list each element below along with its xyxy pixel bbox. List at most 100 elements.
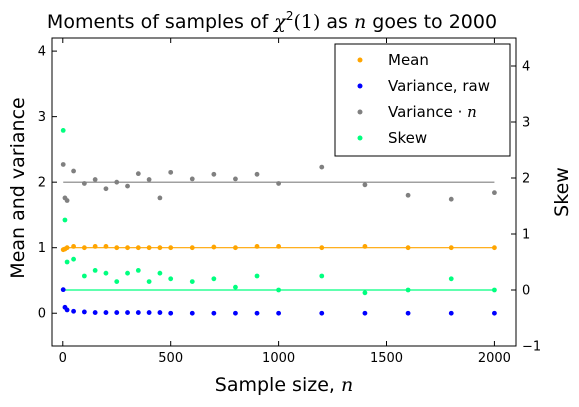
legend-label-variance-n: Variance · n [388,103,477,121]
point-variance-n [60,162,66,167]
point-variance-raw [276,310,282,316]
point-mean [103,243,109,249]
title-chi-arg: (1) [293,11,320,33]
y2-tick-label: 2 [522,172,530,187]
point-mean [157,245,163,251]
point-skew [146,279,152,284]
y2-tick-label: 4 [522,60,530,75]
point-skew [233,284,238,290]
legend-variance-n-base: Variance [388,103,458,121]
point-mean [211,244,217,250]
point-variance-raw [146,310,152,315]
point-skew [492,287,497,293]
point-mean [319,245,325,251]
point-skew [92,268,98,273]
point-variance-raw [125,310,130,315]
point-mean [146,245,152,251]
point-mean [233,245,238,251]
point-skew [114,279,120,284]
x-axis-label: Sample size, n [215,374,353,396]
legend-label-skew: Skew [388,129,427,147]
y-tick-label: 2 [38,176,46,191]
point-variance-n [448,196,454,202]
title-middle: as [320,11,354,33]
y2-tick-label: 1 [522,228,530,243]
chart-title: Moments of samples of χ2(1) as n goes to… [47,9,497,33]
point-variance-raw [64,307,70,313]
point-skew [448,276,454,282]
point-variance-n [211,171,217,177]
point-variance-n [319,164,325,170]
title-chi-sup: 2 [286,9,294,23]
legend: Mean Variance, raw Variance · n Skew [334,43,511,157]
title-suffix: goes to 2000 [366,11,497,33]
point-skew [71,256,76,262]
point-skew [103,270,109,276]
point-mean [114,245,120,251]
title-prefix: Moments of samples of [47,11,274,33]
point-variance-raw [71,308,76,314]
point-mean [362,243,368,249]
point-skew [211,276,217,282]
legend-marker-variance-n [357,109,363,115]
x-axis-label-var: n [341,374,353,396]
data-points [60,127,497,316]
point-variance-raw [168,310,174,316]
point-variance-n [254,171,260,177]
x-tick-label: 2000 [478,351,511,366]
title-chi: χ [272,11,287,33]
point-variance-raw [492,310,497,316]
point-skew [189,279,195,284]
point-variance-n [81,181,87,186]
point-skew [405,287,411,293]
point-variance-n [405,192,411,198]
point-variance-raw [81,309,87,315]
axis-ticks: 0 500 1000 1500 2000 0 1 2 3 4 −1 0 1 2 3 4 [38,38,541,366]
x-axis-label-text: Sample size, [215,374,341,396]
point-mean [125,245,130,251]
x-tick-label: 1000 [262,351,295,366]
point-variance-raw [114,310,120,315]
point-variance-raw [448,310,454,316]
point-variance-raw [92,310,98,315]
legend-label-mean: Mean [388,51,429,69]
point-variance-n [92,177,98,182]
legend-marker-mean [357,57,363,63]
point-variance-n [276,181,282,186]
y2-tick-label: 0 [522,284,530,299]
legend-label-variance-raw: Variance, raw [388,77,490,95]
title-n: n [354,11,366,33]
legend-marker-variance-raw [357,83,363,89]
point-variance-n [362,182,368,188]
point-variance-raw [319,310,325,316]
point-variance-raw [60,287,66,293]
y2-tick-label: −1 [522,340,541,355]
x-tick-label: 0 [59,351,67,366]
point-variance-raw [362,310,368,316]
y-tick-label: 1 [38,241,46,256]
point-mean [92,243,98,249]
point-mean [492,245,497,251]
y-axis-label: Mean and variance [7,97,29,278]
point-variance-raw [189,310,195,316]
point-mean [189,245,195,251]
point-mean [81,245,87,251]
legend-box [334,43,511,157]
point-variance-n [146,177,152,182]
point-variance-raw [211,310,217,316]
point-mean [168,245,174,251]
point-variance-n [135,171,141,177]
point-skew [157,270,163,276]
point-variance-n [103,186,109,192]
point-skew [62,217,68,223]
point-mean [71,243,76,249]
point-variance-n [64,198,70,203]
point-variance-raw [135,310,141,315]
point-variance-n [71,168,76,174]
point-skew [64,259,70,265]
point-skew [254,273,260,279]
y-tick-label: 0 [38,307,46,322]
x-tick-label: 500 [158,351,183,366]
point-skew [362,290,368,296]
